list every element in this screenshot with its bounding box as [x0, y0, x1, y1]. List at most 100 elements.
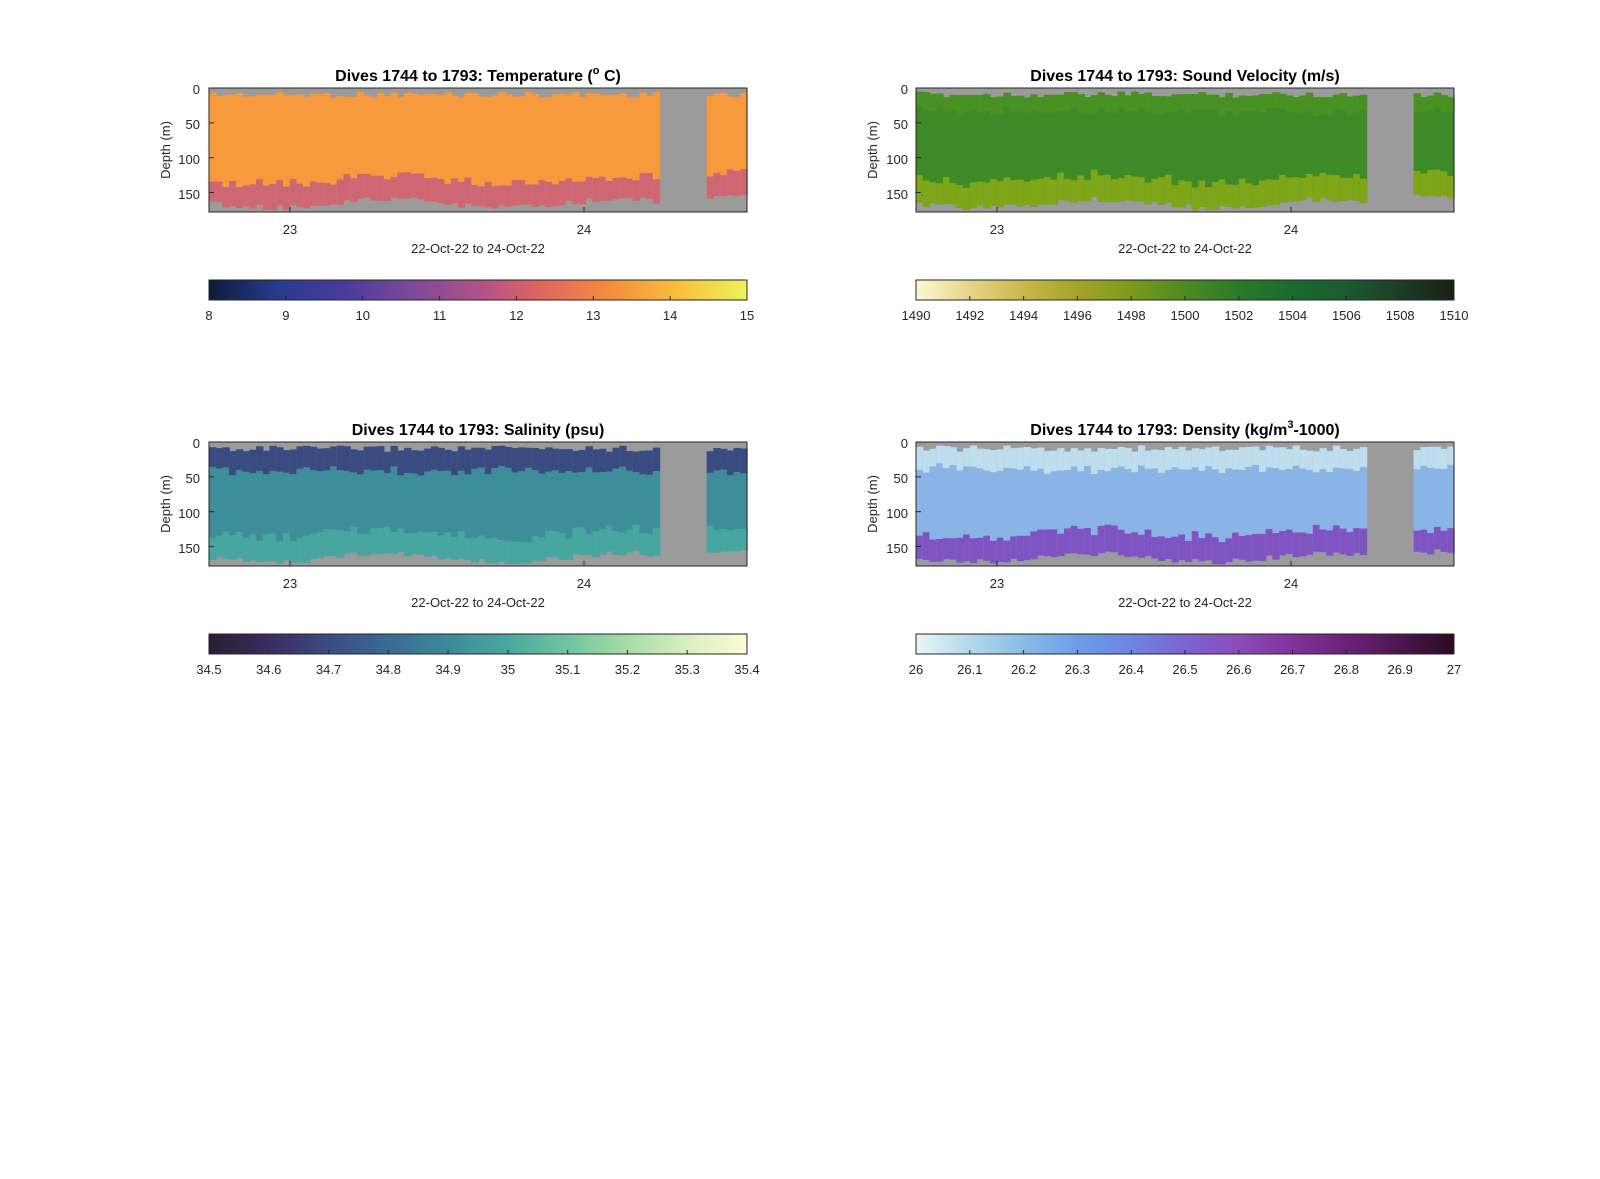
- heatmap-column: [983, 449, 991, 561]
- heatmap-bottom-layer: [558, 533, 567, 560]
- heatmap-surface-layer: [1111, 96, 1119, 114]
- heatmap-column: [1413, 450, 1421, 552]
- heatmap-bottom-layer: [363, 173, 371, 198]
- heatmap-column: [276, 91, 284, 206]
- heatmap-surface-layer: [377, 446, 385, 471]
- heatmap-column: [256, 94, 264, 206]
- heatmap-bottom-layer: [578, 527, 587, 555]
- heatmap-surface-layer: [1198, 92, 1206, 110]
- heatmap-bottom-layer: [209, 538, 217, 560]
- heatmap-bottom-layer: [289, 541, 298, 563]
- heatmap-bottom-layer: [1164, 537, 1173, 560]
- heatmap-surface-layer: [585, 446, 593, 468]
- heatmap-bottom-layer: [1178, 534, 1186, 561]
- heatmap-surface-layer: [451, 451, 459, 476]
- heatmap-bottom-layer: [652, 179, 661, 204]
- heatmap-column: [726, 96, 735, 196]
- heatmap-bottom-layer: [646, 173, 654, 199]
- heatmap-column: [343, 96, 351, 201]
- heatmap-column: [706, 96, 714, 199]
- heatmap-column: [1151, 96, 1159, 202]
- heatmap-bottom-layer: [417, 531, 425, 555]
- heatmap-bottom-layer: [256, 540, 264, 562]
- y-axis-label: Depth (m): [865, 475, 880, 533]
- heatmap-column: [397, 450, 405, 552]
- heatmap-bottom-layer: [996, 181, 1005, 208]
- heatmap-column: [1158, 450, 1166, 562]
- heatmap-bottom-layer: [942, 177, 951, 204]
- heatmap-column: [330, 446, 338, 556]
- colorbar-tick-label: 26.1: [957, 662, 982, 677]
- heatmap-surface-layer: [1252, 446, 1260, 465]
- heatmap-bottom-layer: [1030, 531, 1038, 560]
- x-tick-label: 23: [990, 222, 1004, 237]
- colorbar-tick-label: 14: [663, 308, 677, 323]
- heatmap-bottom-layer: [451, 178, 459, 204]
- heatmap-bottom-layer: [625, 178, 634, 199]
- heatmap-column: [1016, 447, 1025, 562]
- heatmap-column: [929, 93, 937, 204]
- heatmap-bottom-layer: [922, 180, 931, 208]
- colorbar-tick-label: 35.1: [555, 662, 580, 677]
- heatmap-bottom-layer: [1084, 179, 1092, 202]
- heatmap-bottom-layer: [504, 541, 513, 565]
- heatmap-column: [1292, 97, 1300, 202]
- heatmap-bottom-layer: [444, 183, 452, 206]
- heatmap-bottom-layer: [1124, 174, 1132, 201]
- heatmap-surface-layer: [1151, 96, 1159, 114]
- heatmap-bottom-layer: [1117, 178, 1126, 202]
- heatmap-bottom-layer: [1205, 187, 1213, 210]
- heatmap-bottom-layer: [424, 178, 432, 202]
- heatmap-surface-layer: [1245, 446, 1253, 467]
- heatmap-column: [625, 97, 634, 199]
- heatmap-bottom-layer: [1090, 535, 1099, 557]
- heatmap-column: [1218, 97, 1226, 206]
- heatmap-surface-layer: [491, 445, 499, 469]
- heatmap-surface-layer: [1016, 447, 1025, 470]
- heatmap-column: [397, 97, 405, 199]
- heatmap-column: [922, 450, 931, 560]
- heatmap-surface-layer: [996, 96, 1005, 115]
- heatmap-surface-layer: [417, 450, 425, 476]
- heatmap-surface-layer: [222, 447, 230, 468]
- y-tick-label: 100: [178, 506, 200, 521]
- heatmap-column: [1070, 448, 1078, 554]
- heatmap-bottom-layer: [1090, 169, 1099, 197]
- heatmap-bottom-layer: [484, 181, 493, 208]
- heatmap-surface-layer: [229, 451, 237, 476]
- heatmap-column: [1339, 449, 1347, 555]
- heatmap-bottom-layer: [1339, 177, 1347, 201]
- heatmap-column: [1319, 97, 1327, 199]
- heatmap-column: [1198, 449, 1206, 562]
- heatmap-bottom-layer: [303, 186, 311, 209]
- heatmap-bottom-layer: [1258, 533, 1267, 561]
- heatmap-bottom-layer: [646, 534, 654, 557]
- heatmap-column: [1016, 95, 1025, 207]
- heatmap-surface-layer: [916, 91, 924, 107]
- heatmap-surface-layer: [1359, 94, 1368, 111]
- heatmap-column: [969, 95, 978, 209]
- heatmap-surface-layer: [1070, 448, 1078, 467]
- heatmap-column: [350, 96, 358, 203]
- heatmap-bottom-layer: [256, 179, 264, 206]
- heatmap-surface-layer: [1447, 96, 1455, 112]
- heatmap-bottom-layer: [1339, 528, 1347, 555]
- heatmap-density: [916, 441, 1455, 566]
- heatmap-bottom-layer: [249, 534, 257, 561]
- heatmap-column: [350, 449, 358, 553]
- heatmap-column: [444, 92, 452, 206]
- heatmap-surface-layer: [969, 445, 978, 467]
- heatmap-column: [983, 93, 991, 209]
- heatmap-bottom-layer: [1131, 532, 1139, 557]
- heatmap-bottom-layer: [1191, 531, 1200, 560]
- heatmap-bottom-layer: [1037, 529, 1045, 556]
- heatmap-column: [1225, 92, 1233, 207]
- heatmap-bottom-layer: [1433, 169, 1442, 197]
- heatmap-bottom-layer: [430, 177, 439, 202]
- heatmap-surface-layer: [1238, 447, 1247, 470]
- heatmap-surface-layer: [989, 97, 998, 116]
- heatmap-column: [525, 92, 533, 205]
- heatmap-column: [1111, 448, 1119, 553]
- heatmap-surface-layer: [1252, 95, 1260, 111]
